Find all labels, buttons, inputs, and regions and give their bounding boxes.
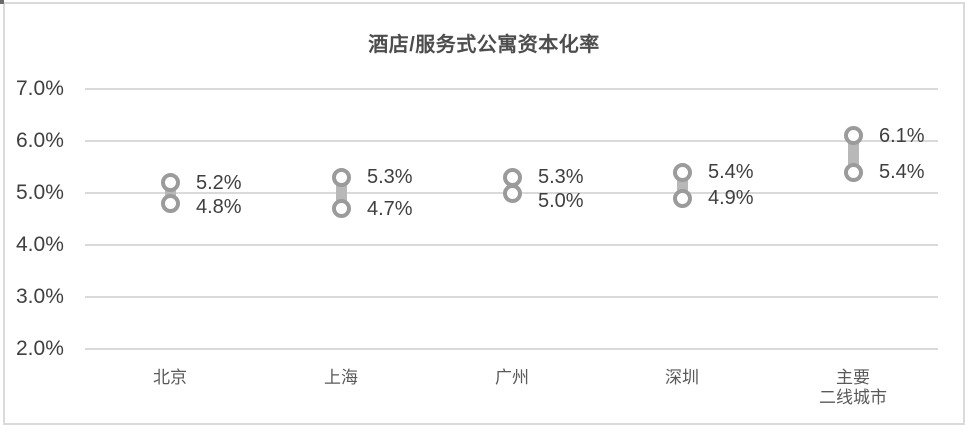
y-axis-tick-label: 3.0% [16, 285, 64, 308]
data-label-low: 5.0% [538, 190, 584, 213]
chart-title: 酒店/服务式公寓资本化率 [368, 34, 600, 56]
data-label-high: 5.2% [196, 171, 242, 194]
x-axis-category-label: 广州 [495, 368, 529, 387]
y-axis-tick-label: 2.0% [16, 337, 64, 360]
data-label-low: 4.7% [367, 197, 413, 220]
x-axis-category-label: 北京 [153, 368, 187, 387]
gridline [85, 296, 938, 298]
data-label-high: 6.1% [879, 124, 925, 147]
y-axis-tick-label: 7.0% [16, 77, 64, 100]
data-point-marker-low [502, 183, 522, 203]
data-label-low: 4.8% [196, 195, 242, 218]
gridline [85, 88, 938, 90]
gridline [85, 348, 938, 350]
data-point-marker-high [331, 167, 351, 187]
data-point-marker-high [843, 126, 863, 146]
data-label-low: 5.4% [879, 161, 925, 184]
range-connector [164, 182, 176, 204]
corner-mark [0, 0, 4, 4]
data-label-high: 5.3% [367, 166, 413, 189]
x-axis-category-label: 上海 [324, 368, 358, 387]
y-axis-tick-label: 4.0% [16, 233, 64, 256]
range-connector [676, 172, 688, 199]
data-label-low: 4.9% [708, 187, 754, 210]
data-point-marker-low [160, 193, 180, 213]
data-point-marker-low [843, 162, 863, 182]
data-point-marker-high [160, 173, 180, 193]
gridline [85, 140, 938, 142]
data-label-high: 5.4% [708, 161, 754, 184]
y-axis-tick-label: 6.0% [16, 129, 64, 152]
chart-frame [3, 2, 965, 425]
x-axis-category-label: 主要 二线城市 [819, 368, 887, 407]
data-point-marker-low [672, 188, 692, 208]
range-connector [847, 135, 859, 173]
range-connector [335, 177, 347, 209]
x-axis-category-label: 深圳 [665, 368, 699, 387]
data-label-high: 5.3% [538, 166, 584, 189]
y-axis-tick-label: 5.0% [16, 181, 64, 204]
data-point-marker-low [331, 199, 351, 219]
data-point-marker-high [672, 162, 692, 182]
gridline [85, 244, 938, 246]
